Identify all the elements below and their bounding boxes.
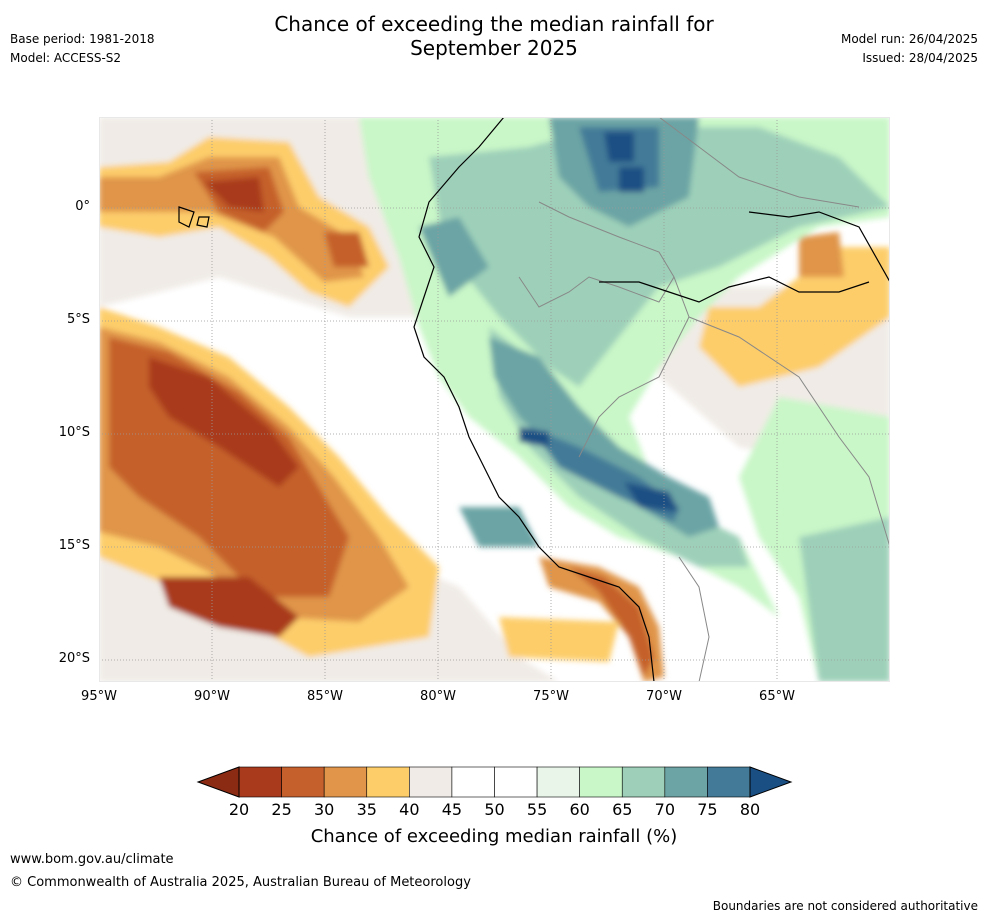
lon-label-3: 80°W [420, 689, 456, 704]
colorbar-swatch-70-75 [664, 766, 708, 798]
colorbar-tick-45: 45 [441, 800, 463, 819]
meta-left: Base period: 1981-2018 Model: ACCESS-S2 [10, 30, 155, 68]
coastline [178, 117, 890, 682]
colorbar-label: Chance of exceeding median rainfall (%) [310, 826, 678, 847]
colorbar-tick-65: 65 [612, 800, 633, 819]
colorbar-tick-75: 75 [697, 800, 718, 819]
title-line-2: September 2025 [410, 36, 578, 60]
colorbar-swatch-30-35 [323, 766, 368, 798]
colorbar-swatch-75-80 [707, 766, 751, 798]
country-borders [518, 117, 890, 682]
colorbar-swatch-45-50 [451, 766, 495, 798]
model-run-text: Model run: 26/04/2025 [840, 32, 978, 46]
rainfall-contours [99, 117, 890, 682]
colorbar-swatch-65-70 [621, 766, 666, 798]
colorbar [196, 766, 793, 798]
footer-note: Boundaries are not considered authoritat… [712, 899, 978, 913]
colorbar-swatch-25-30 [281, 766, 325, 798]
lon-label-6: 65°W [759, 689, 795, 704]
map-title: Chance of exceeding the median rainfall … [0, 12, 988, 60]
meta-right: Model run: 26/04/2025 Issued: 28/04/2025 [841, 30, 978, 68]
map-frame [99, 117, 890, 682]
issued-text: Issued: 28/04/2025 [862, 51, 978, 65]
lon-label-2: 85°W [307, 689, 343, 704]
colorbar-tick-60: 60 [569, 800, 590, 819]
colorbar-over-triangle [749, 766, 793, 798]
colorbar-tick-35: 35 [356, 800, 377, 819]
lon-label-4: 75°W [533, 689, 569, 704]
rainfall-map [99, 117, 890, 682]
colorbar-tick-80: 80 [739, 800, 761, 819]
lat-label-4: 20°S [58, 651, 90, 666]
colorbar-under-triangle [196, 766, 240, 798]
model-text: Model: ACCESS-S2 [10, 51, 122, 65]
lon-label-5: 70°W [646, 689, 682, 704]
base-period-text: Base period: 1981-2018 [10, 32, 155, 46]
colorbar-tick-70: 70 [654, 800, 675, 819]
colorbar-tick-20: 20 [228, 800, 250, 819]
lat-label-0: 0° [75, 199, 90, 214]
footer-url[interactable]: www.bom.gov.au/climate [10, 852, 174, 867]
colorbar-tick-30: 30 [313, 800, 335, 819]
lat-label-2: 10°S [58, 425, 90, 440]
lat-label-1: 5°S [66, 312, 90, 327]
colorbar-swatch-50-55 [494, 766, 538, 798]
colorbar-tick-25: 25 [271, 800, 292, 819]
lon-label-0: 95°W [81, 689, 117, 704]
colorbar-swatch-20-25 [238, 766, 282, 798]
footer-copyright: © Commonwealth of Australia 2025, Austra… [10, 875, 471, 890]
colorbar-swatch-35-40 [366, 766, 410, 798]
lat-label-3: 15°S [58, 538, 90, 553]
colorbar-tick-50: 50 [484, 800, 505, 819]
colorbar-swatches [238, 766, 751, 798]
title-line-1: Chance of exceeding the median rainfall … [274, 12, 714, 36]
colorbar-swatch-40-45 [409, 766, 453, 798]
graticule [99, 117, 890, 682]
lon-label-1: 90°W [194, 689, 230, 704]
colorbar-swatch-60-65 [579, 766, 623, 798]
colorbar-tick-55: 55 [526, 800, 548, 819]
colorbar-tick-40: 40 [399, 800, 420, 819]
colorbar-swatch-55-60 [536, 766, 580, 798]
